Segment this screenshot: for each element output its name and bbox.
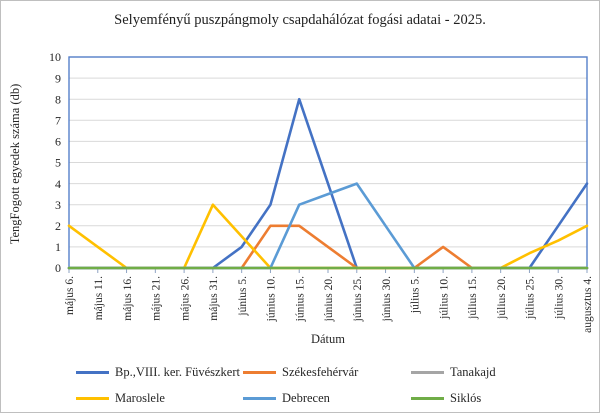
series-line-Maroslele [67, 203, 589, 270]
legend-swatch [243, 370, 276, 374]
legend-label: Debrecen [282, 391, 330, 405]
x-tick-label: július 20. [496, 276, 508, 320]
y-tick-label: 8 [55, 92, 61, 106]
x-axis-title: Dátum [310, 332, 346, 346]
x-tick-label: május 21. [151, 276, 163, 321]
legend-swatch [243, 396, 276, 400]
legend-label: Maroslele [115, 391, 165, 405]
x-tick-label: június 20. [323, 276, 335, 322]
legend-item-Székesfehérvár: Székesfehérvár [243, 365, 358, 379]
x-tick-label: május 6. [64, 276, 76, 315]
x-tick-label: június 5. [237, 276, 249, 317]
legend-item-Bp.,VIII. ker. Füvészkert: Bp.,VIII. ker. Füvészkert [76, 365, 240, 379]
legend-swatch [76, 396, 109, 400]
y-tick-label: 2 [55, 219, 61, 233]
x-tick-label: június 30. [381, 276, 393, 322]
x-tick-label: augusztus 4. [582, 276, 594, 333]
y-tick-label: 10 [49, 50, 61, 64]
legend-item-Siklós: Siklós [411, 391, 481, 405]
x-tick-label: május 11. [93, 276, 105, 320]
y-tick-label: 3 [55, 198, 61, 212]
legend-item-Debrecen: Debrecen [243, 391, 330, 405]
x-tick-label: július 30. [553, 276, 565, 320]
legend-label: Siklós [450, 391, 482, 405]
x-tick-label: június 15. [294, 276, 306, 322]
x-tick-label: június 10. [266, 276, 278, 322]
y-tick-label: 7 [55, 114, 61, 128]
x-tick-label: július 15. [467, 276, 479, 320]
y-tick-label: 6 [55, 135, 61, 149]
legend-label: Tanakajd [450, 365, 496, 379]
y-tick-label: 9 [55, 71, 61, 85]
chart-title: Selyemfényű puszpángmoly csapdahálózat f… [114, 12, 486, 28]
legend-item-Tanakajd: Tanakajd [411, 365, 496, 379]
legend-label: Székesfehérvár [282, 365, 359, 379]
legend-swatch [411, 370, 444, 374]
y-tick-label: 4 [55, 177, 61, 191]
legend-label: Bp.,VIII. ker. Füvészkert [115, 365, 240, 379]
x-tick-label: július 25. [525, 276, 537, 320]
x-tick-label: május 26. [179, 276, 191, 321]
x-tick-label: május 16. [122, 276, 134, 321]
y-tick-label: 5 [55, 156, 61, 170]
legend-item-Maroslele: Maroslele [76, 391, 165, 405]
legend-swatch [76, 370, 109, 374]
y-tick-label: 0 [55, 261, 61, 275]
x-tick-label: július 5. [410, 276, 422, 314]
x-tick-label: július 10. [438, 276, 450, 320]
x-tick-label: június 25. [352, 276, 364, 322]
y-tick-label: 1 [55, 240, 61, 254]
x-tick-label: május 31. [208, 276, 220, 321]
legend-swatch [411, 396, 444, 400]
